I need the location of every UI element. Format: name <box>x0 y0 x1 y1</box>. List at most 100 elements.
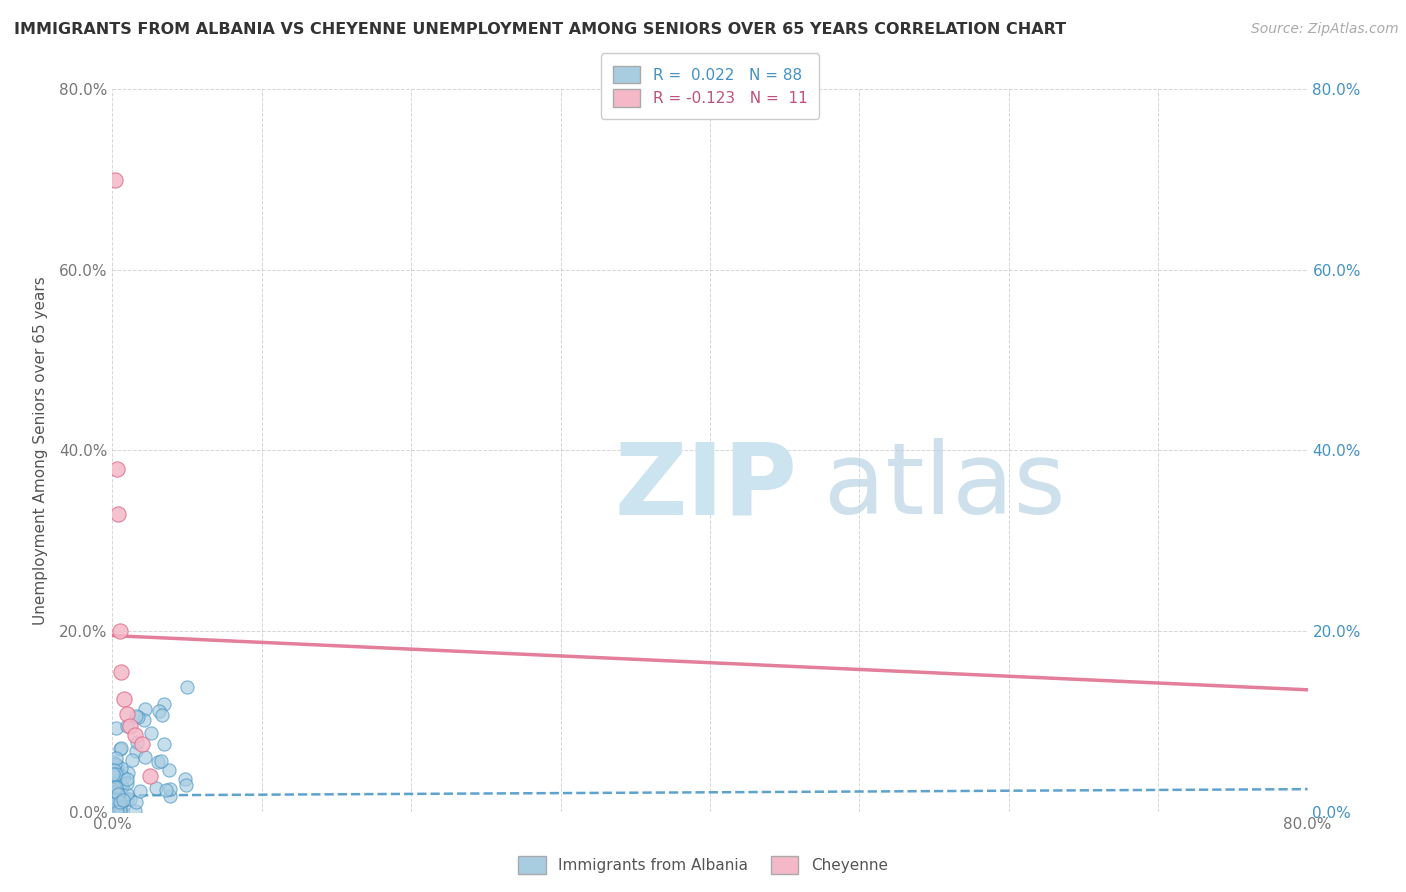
Point <box>103 769 125 783</box>
Point <box>105 800 128 814</box>
Point <box>120 719 142 733</box>
Point <box>128 784 150 798</box>
Point <box>107 805 129 819</box>
Point <box>108 802 131 816</box>
Point <box>104 800 127 814</box>
Point <box>107 788 129 802</box>
Text: ZIP: ZIP <box>614 438 797 535</box>
Point <box>103 790 125 805</box>
Point <box>105 797 128 812</box>
Point <box>115 772 138 786</box>
Point <box>108 624 131 639</box>
Point <box>110 665 132 679</box>
Point <box>110 740 132 755</box>
Point <box>104 768 127 782</box>
Point <box>103 783 125 797</box>
Point <box>105 750 128 764</box>
Point <box>145 780 167 795</box>
Point <box>101 790 124 805</box>
Point <box>174 778 197 792</box>
Point <box>115 719 138 733</box>
Point <box>104 797 127 812</box>
Point <box>104 767 127 781</box>
Point <box>105 757 128 772</box>
Point <box>105 804 128 818</box>
Point <box>101 797 124 812</box>
Point <box>104 172 127 186</box>
Point <box>108 741 131 756</box>
Point <box>148 755 170 769</box>
Y-axis label: Unemployment Among Seniors over 65 years: Unemployment Among Seniors over 65 years <box>32 277 48 624</box>
Point <box>124 804 146 818</box>
Point <box>103 784 125 798</box>
Point <box>108 800 131 814</box>
Point <box>104 780 127 794</box>
Point <box>139 726 162 740</box>
Point <box>174 772 197 787</box>
Point <box>115 787 138 801</box>
Point <box>104 804 127 818</box>
Legend: Immigrants from Albania, Cheyenne: Immigrants from Albania, Cheyenne <box>512 850 894 880</box>
Point <box>115 792 138 806</box>
Point <box>125 795 148 809</box>
Text: atlas: atlas <box>824 438 1066 535</box>
Point <box>104 799 127 814</box>
Point <box>114 691 135 706</box>
Point <box>176 680 198 694</box>
Point <box>134 750 156 764</box>
Point <box>103 780 125 795</box>
Point <box>134 702 156 716</box>
Point <box>110 780 132 794</box>
Point <box>157 763 180 777</box>
Point <box>105 801 128 815</box>
Point <box>108 799 131 814</box>
Point <box>105 721 128 735</box>
Point <box>124 728 146 742</box>
Point <box>111 780 134 795</box>
Point <box>103 769 125 783</box>
Point <box>105 461 128 475</box>
Point <box>110 800 132 814</box>
Point <box>103 763 125 777</box>
Point <box>117 707 139 722</box>
Point <box>103 767 125 781</box>
Point <box>105 798 128 813</box>
Point <box>117 765 139 780</box>
Point <box>101 767 124 781</box>
Point <box>124 709 146 723</box>
Point <box>107 787 129 801</box>
Point <box>108 804 131 818</box>
Point <box>125 735 148 749</box>
Point <box>127 709 149 723</box>
Point <box>159 789 181 804</box>
Point <box>104 757 127 772</box>
Point <box>105 764 128 779</box>
Point <box>101 772 124 787</box>
Point <box>134 713 156 727</box>
Point <box>107 507 129 521</box>
Point <box>105 775 128 789</box>
Point <box>115 776 138 790</box>
Point <box>108 801 131 815</box>
Point <box>105 785 128 799</box>
Point <box>125 743 148 757</box>
Point <box>104 804 127 818</box>
Point <box>105 805 128 819</box>
Point <box>131 737 153 751</box>
Point <box>111 793 134 807</box>
Point <box>101 756 124 770</box>
Point <box>153 697 176 711</box>
Point <box>112 770 135 784</box>
Point <box>148 704 170 718</box>
Point <box>153 737 176 751</box>
Point <box>139 769 162 783</box>
Point <box>108 795 131 809</box>
Point <box>155 783 177 797</box>
Point <box>150 707 173 722</box>
Point <box>104 791 127 805</box>
Point <box>105 776 128 790</box>
Point <box>110 761 132 775</box>
Point <box>120 792 142 806</box>
Legend: R =  0.022   N = 88, R = -0.123   N =  11: R = 0.022 N = 88, R = -0.123 N = 11 <box>600 54 820 120</box>
Point <box>104 803 127 817</box>
